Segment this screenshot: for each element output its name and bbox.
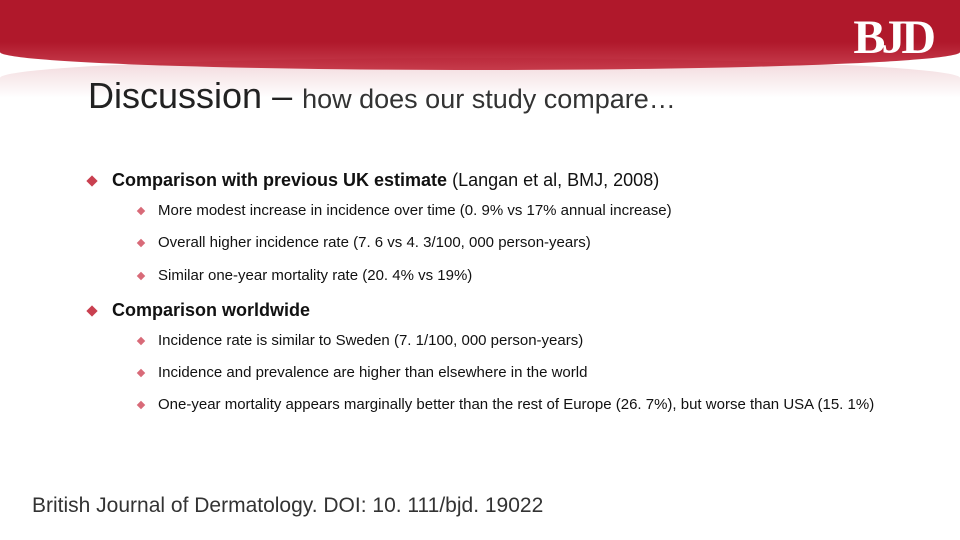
content-area: Comparison with previous UK estimate (La… [88,170,900,430]
slide-title: Discussion – how does our study compare… [88,76,676,116]
title-subtitle: how does our study compare… [302,84,676,114]
diamond-bullet-icon [86,305,97,316]
section-items: More modest increase in incidence over t… [138,201,900,286]
diamond-bullet-icon [86,175,97,186]
list-item: One-year mortality appears marginally be… [138,395,900,415]
diamond-bullet-small-icon [137,239,145,247]
title-main: Discussion [88,75,262,116]
diamond-bullet-small-icon [137,207,145,215]
section-label: Comparison with previous UK estimate [112,170,447,190]
item-text: Incidence rate is similar to Sweden (7. … [158,331,583,351]
footer-citation: British Journal of Dermatology. DOI: 10.… [32,494,543,518]
section-uk-comparison: Comparison with previous UK estimate (La… [88,170,900,286]
section-suffix: (Langan et al, BMJ, 2008) [447,170,659,190]
list-item: Incidence rate is similar to Sweden (7. … [138,331,900,351]
list-item: Overall higher incidence rate (7. 6 vs 4… [138,233,900,253]
section-label: Comparison worldwide [112,300,310,320]
section-items: Incidence rate is similar to Sweden (7. … [138,331,900,416]
item-text: More modest increase in incidence over t… [158,201,672,221]
diamond-bullet-small-icon [137,369,145,377]
title-separator: – [262,75,302,116]
diamond-bullet-small-icon [137,271,145,279]
section-header: Comparison worldwide [88,300,900,321]
diamond-bullet-small-icon [137,401,145,409]
item-text: Incidence and prevalence are higher than… [158,363,587,383]
diamond-bullet-small-icon [137,337,145,345]
brand-logo: BJD [853,14,932,62]
section-worldwide-comparison: Comparison worldwide Incidence rate is s… [88,300,900,416]
list-item: Similar one-year mortality rate (20. 4% … [138,266,900,286]
list-item: Incidence and prevalence are higher than… [138,363,900,383]
item-text: One-year mortality appears marginally be… [158,395,874,415]
item-text: Similar one-year mortality rate (20. 4% … [158,266,472,286]
item-text: Overall higher incidence rate (7. 6 vs 4… [158,233,591,253]
section-header: Comparison with previous UK estimate (La… [88,170,900,191]
list-item: More modest increase in incidence over t… [138,201,900,221]
